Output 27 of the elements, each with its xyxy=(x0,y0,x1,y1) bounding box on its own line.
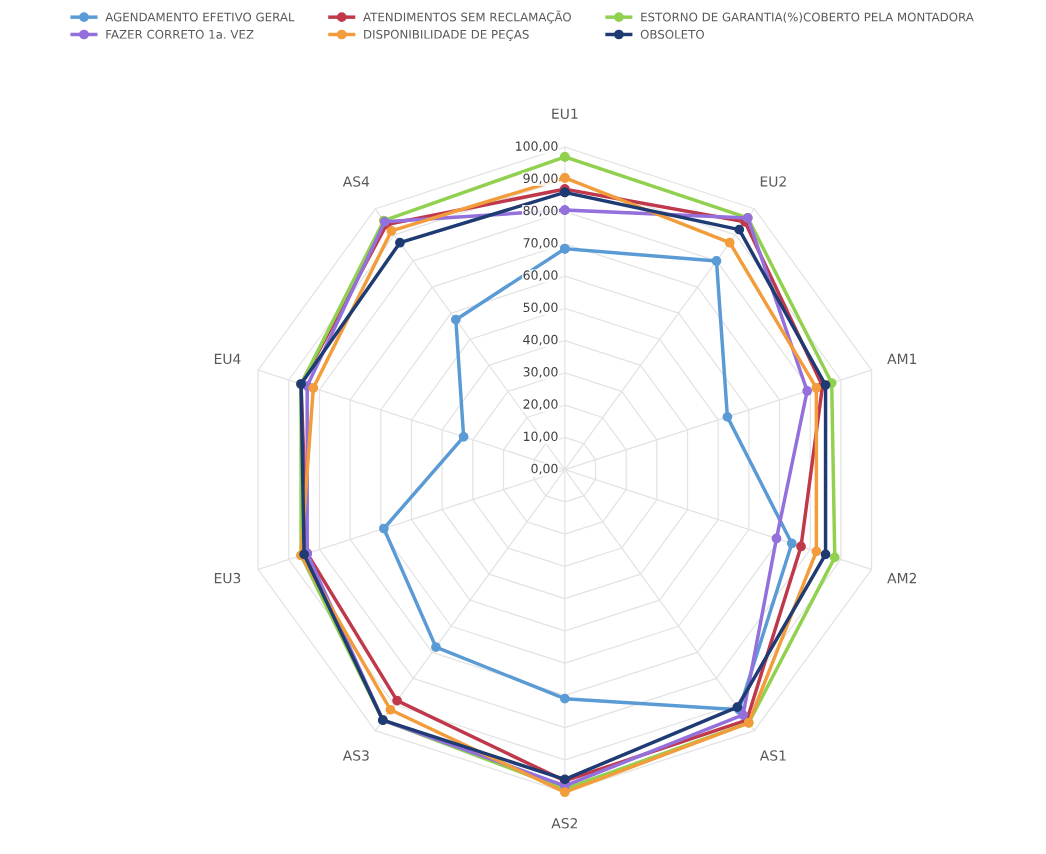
spoke-label: EU3 xyxy=(214,572,241,584)
spoke-label: AS4 xyxy=(342,176,370,187)
legend-label: FAZER CORRETO 1a. VEZ xyxy=(106,29,254,39)
y-tick-label: 90,00 xyxy=(523,173,558,185)
spoke-label: EU4 xyxy=(214,353,241,365)
spoke-label: AS2 xyxy=(551,817,578,829)
spoke-label: AS1 xyxy=(759,750,786,761)
spoke-label: EU1 xyxy=(552,108,578,119)
spoke-label: AS3 xyxy=(342,750,369,761)
legend-label: ATENDIMENTOS SEM RECLAMAÇÃO xyxy=(363,10,571,24)
legend-label: OBSOLETO xyxy=(640,29,704,39)
y-tick-label: 0,00 xyxy=(531,463,558,475)
spoke-label: AM1 xyxy=(887,353,917,364)
legend-label: AGENDAMENTO EFETIVO GERAL xyxy=(105,12,295,22)
y-tick-label: 80,00 xyxy=(523,205,558,217)
y-tick-label: 10,00 xyxy=(523,431,558,443)
y-tick-label: 70,00 xyxy=(523,238,558,249)
y-tick-label: 30,00 xyxy=(523,367,558,378)
spoke-label: EU2 xyxy=(760,176,786,187)
legend-label: DISPONIBILIDADE DE PEÇAS xyxy=(364,29,529,41)
y-tick-label: 20,00 xyxy=(523,399,558,411)
y-tick-label: 50,00 xyxy=(523,302,558,314)
y-tick-label: 100,00 xyxy=(516,141,558,153)
y-tick-label: 40,00 xyxy=(523,334,558,346)
spoke-label: AM2 xyxy=(887,572,917,584)
y-tick-label: 60,00 xyxy=(523,270,558,282)
legend-label: ESTORNO DE GARANTIA(%)COBERTO PELA MONTADORA xyxy=(641,12,974,23)
